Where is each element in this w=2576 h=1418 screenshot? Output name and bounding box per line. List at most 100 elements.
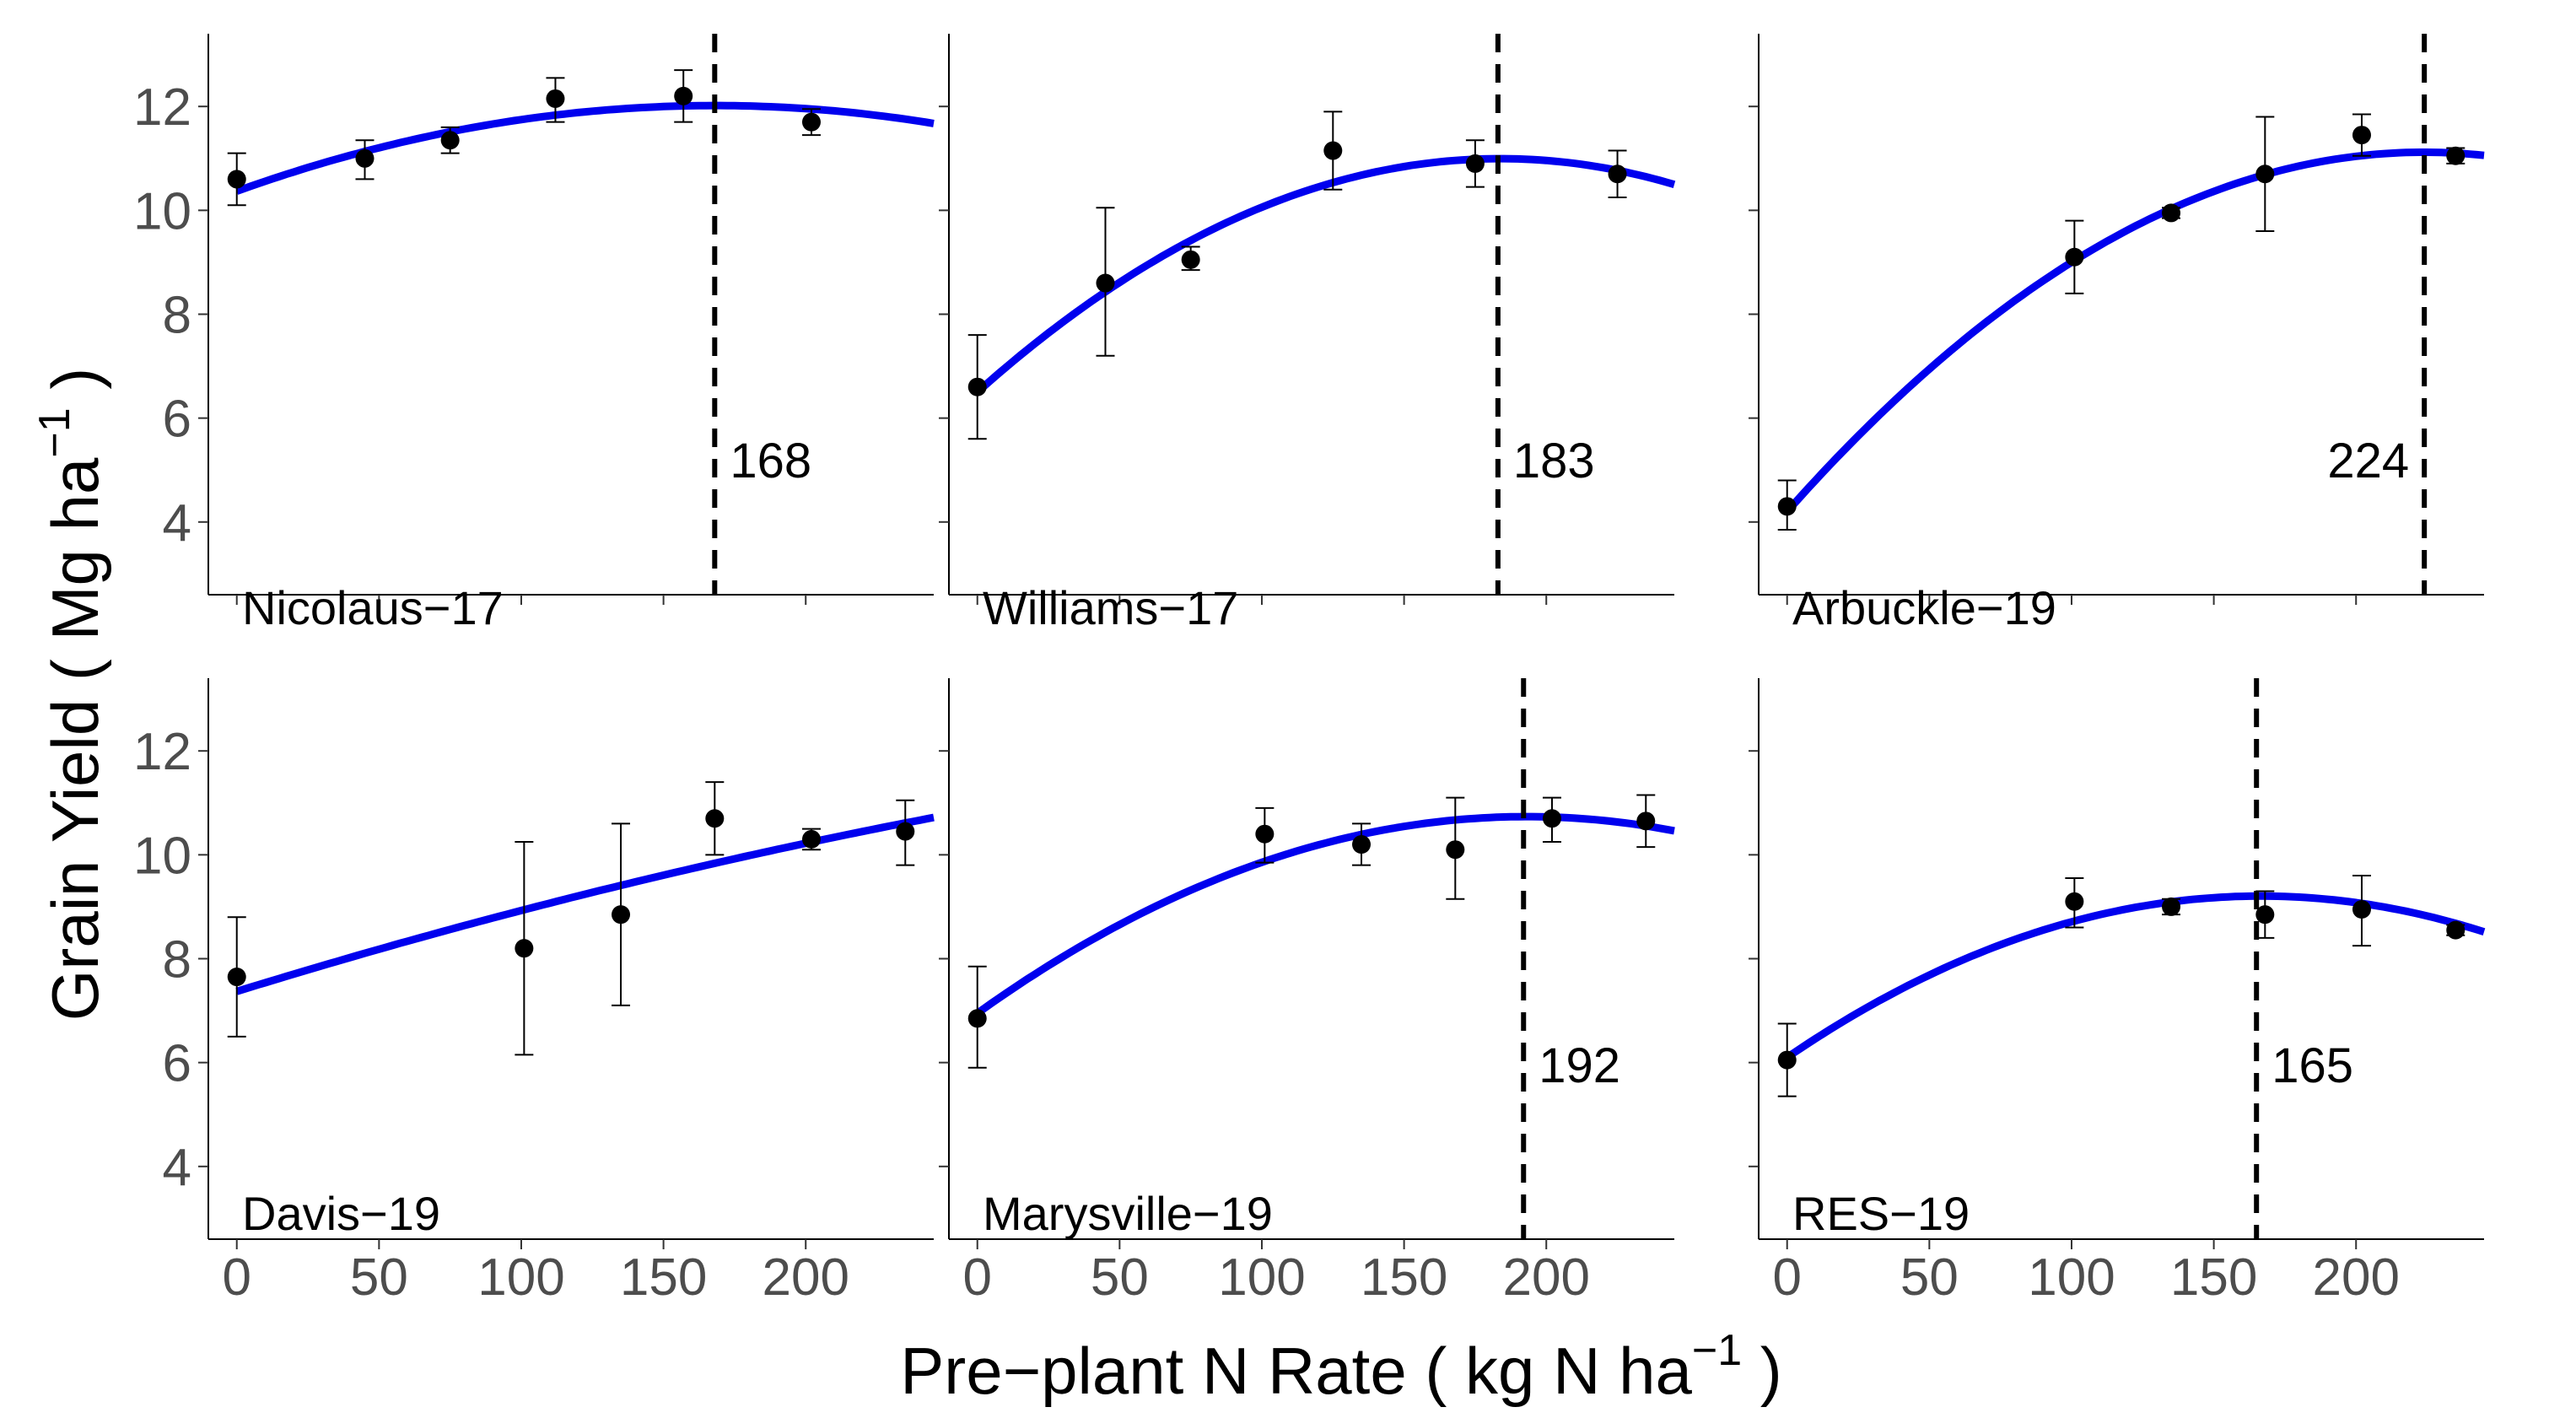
y-tick-label: 12 xyxy=(133,78,191,137)
data-point xyxy=(705,781,725,856)
point-marker xyxy=(1255,824,1275,844)
data-point xyxy=(1323,111,1343,191)
data-point xyxy=(1542,796,1561,843)
data-point xyxy=(1777,479,1797,531)
x-axis-title-exponent: −1 xyxy=(1692,1326,1742,1375)
data-point xyxy=(612,822,631,1006)
point-marker xyxy=(705,809,725,828)
point-marker xyxy=(2352,900,2371,919)
data-point xyxy=(2352,113,2371,157)
y-tick-label: 8 xyxy=(163,931,191,989)
panel-label: Williams−17 xyxy=(983,581,1238,634)
x-tick-label: 50 xyxy=(1091,1248,1149,1307)
data-point xyxy=(546,77,565,123)
point-marker xyxy=(674,86,693,105)
eonr-label: 183 xyxy=(1513,434,1595,488)
data-point xyxy=(967,965,987,1069)
point-marker xyxy=(2065,892,2084,911)
x-tick-label: 150 xyxy=(1361,1248,1447,1307)
data-point xyxy=(801,108,821,137)
point-marker xyxy=(1446,840,1465,860)
panel-label: Nicolaus−17 xyxy=(242,581,504,634)
data-point xyxy=(2446,920,2466,940)
x-tick-label: 0 xyxy=(962,1248,991,1307)
panel-label: Arbuckle−19 xyxy=(1792,581,2056,634)
x-tick-label: 200 xyxy=(763,1248,849,1307)
data-point xyxy=(2065,219,2084,294)
y-tick-label: 8 xyxy=(163,287,191,345)
data-point xyxy=(2162,203,2181,223)
y-axis-title: Grain Yield ( Mg ha−1 ) xyxy=(30,368,112,1022)
panel-5: 165 RES−19 xyxy=(1749,678,2486,1249)
panel-0: 168 Nicolaus−17 xyxy=(198,34,935,634)
x-tick-label: 50 xyxy=(350,1248,408,1307)
data-point xyxy=(1777,1022,1797,1097)
y-axis-title-exponent: −1 xyxy=(30,407,79,457)
data-point xyxy=(801,828,821,851)
point-marker xyxy=(612,905,631,925)
panels-layer: 168 Nicolaus−17 183 Williams−17 224 Arbuckle−… xyxy=(198,34,2486,1249)
point-marker xyxy=(2446,920,2466,940)
x-tick-label: 150 xyxy=(2170,1248,2257,1307)
point-marker xyxy=(2162,203,2181,223)
y-tick-label: 12 xyxy=(133,723,191,781)
fit-curve xyxy=(235,813,935,995)
panel-3: Davis−19 xyxy=(198,678,935,1249)
point-marker xyxy=(1777,497,1797,516)
fit-curve xyxy=(235,101,935,195)
point-marker xyxy=(1465,154,1485,173)
y-tick-label: 10 xyxy=(133,827,191,885)
y-tick-label: 4 xyxy=(163,494,191,553)
panel-4: 192 Marysville−19 xyxy=(939,678,1675,1249)
point-marker xyxy=(227,170,246,189)
point-marker xyxy=(801,112,821,132)
fit-curve xyxy=(975,812,1675,1016)
data-point xyxy=(896,799,915,866)
x-tick-label: 100 xyxy=(2028,1248,2115,1307)
data-point xyxy=(515,840,534,1056)
point-marker xyxy=(227,968,246,987)
point-marker xyxy=(1352,835,1372,855)
data-point xyxy=(227,152,246,207)
data-point xyxy=(440,126,460,154)
point-marker xyxy=(967,1009,987,1028)
x-tick-label: 200 xyxy=(1503,1248,1590,1307)
x-tick-label: 0 xyxy=(222,1248,251,1307)
x-tick-label: 100 xyxy=(477,1248,564,1307)
data-point xyxy=(674,69,693,123)
point-marker xyxy=(1542,809,1561,828)
panel-1: 183 Williams−17 xyxy=(939,34,1676,634)
data-point xyxy=(1465,139,1485,188)
data-point xyxy=(1636,794,1656,849)
data-point xyxy=(355,139,375,181)
data-point xyxy=(227,916,246,1038)
point-marker xyxy=(1323,141,1343,160)
point-marker xyxy=(515,939,534,958)
point-marker xyxy=(1777,1050,1797,1070)
x-tick-label: 200 xyxy=(2313,1248,2400,1307)
y-tick-label: 6 xyxy=(163,391,191,449)
panel-label: Marysville−19 xyxy=(983,1187,1273,1240)
data-point xyxy=(1255,806,1275,864)
point-marker xyxy=(2446,146,2466,165)
point-marker xyxy=(2255,905,2275,925)
point-marker xyxy=(1181,250,1200,269)
data-point xyxy=(1096,207,1115,357)
point-marker xyxy=(967,377,987,396)
eonr-label: 224 xyxy=(2327,434,2409,488)
point-marker xyxy=(546,89,565,108)
eonr-label: 192 xyxy=(1539,1038,1620,1093)
data-point xyxy=(2255,890,2275,939)
data-point xyxy=(2255,116,2275,232)
data-point xyxy=(2446,146,2466,165)
y-tick-label: 6 xyxy=(163,1035,191,1093)
point-marker xyxy=(2065,247,2084,267)
y-tick-label: 4 xyxy=(163,1139,191,1197)
x-tick-label: 50 xyxy=(1900,1248,1959,1307)
eonr-label: 168 xyxy=(730,434,811,488)
point-marker xyxy=(1096,273,1115,293)
x-axis-title: Pre−plant N Rate ( kg N ha−1 ) xyxy=(900,1326,1782,1408)
point-marker xyxy=(440,131,460,150)
data-point xyxy=(2162,897,2181,916)
